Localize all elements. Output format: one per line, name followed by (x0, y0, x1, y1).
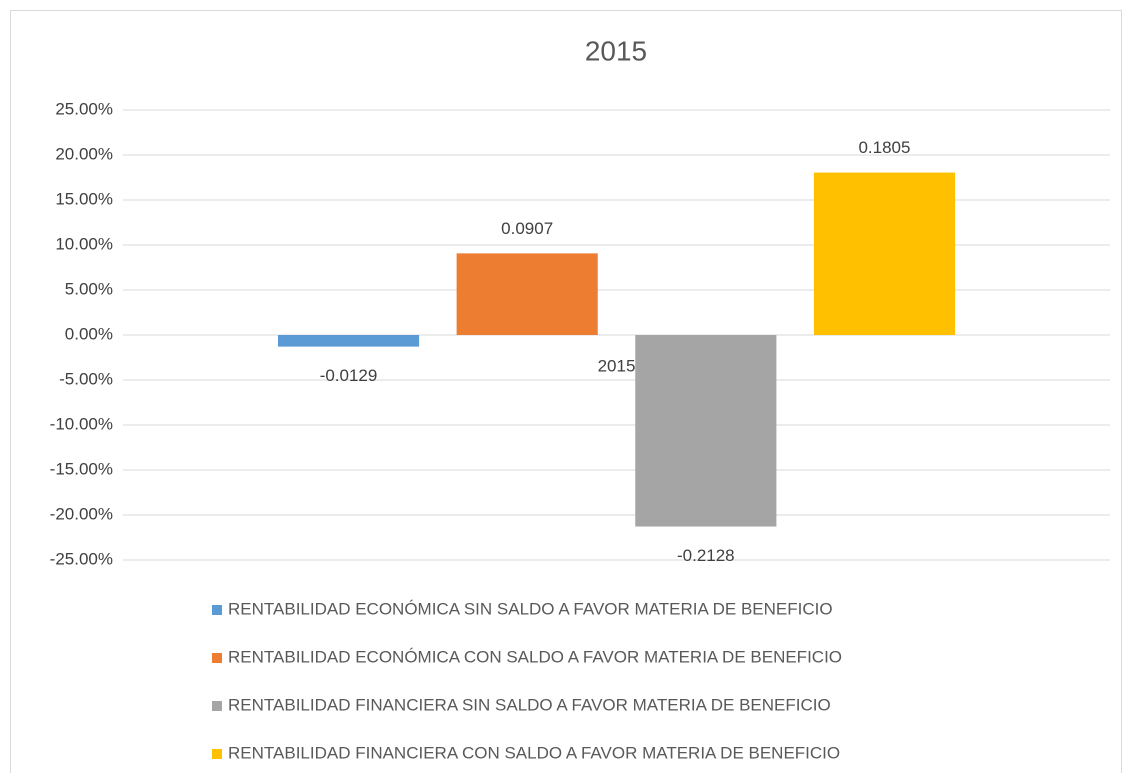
y-tick-label: -15.00% (50, 459, 113, 478)
chart-title: 2015 (585, 35, 647, 66)
legend-swatch (212, 653, 222, 663)
legend-swatch (212, 605, 222, 615)
legend-label: RENTABILIDAD FINANCIERA SIN SALDO A FAVO… (228, 695, 831, 714)
bar (277, 335, 420, 347)
data-label: -0.2128 (677, 546, 735, 565)
bar (635, 335, 777, 527)
legend-label: RENTABILIDAD ECONÓMICA CON SALDO A FAVOR… (228, 647, 842, 666)
bar (456, 253, 598, 335)
legend-label: RENTABILIDAD FINANCIERA CON SALDO A FAVO… (228, 743, 840, 762)
y-tick-label: 25.00% (55, 99, 113, 118)
chart-frame (10, 10, 1122, 773)
y-tick-label: 15.00% (55, 189, 113, 208)
y-tick-label: -20.00% (50, 504, 113, 523)
y-tick-label: 5.00% (65, 279, 113, 298)
data-label: 0.0907 (501, 219, 553, 238)
y-tick-label: -5.00% (59, 369, 113, 388)
x-tick-label: 2015 (598, 356, 636, 375)
y-tick-label: 0.00% (65, 324, 113, 343)
bar (813, 172, 956, 335)
y-tick-label: -25.00% (50, 549, 113, 568)
y-tick-label: 10.00% (55, 234, 113, 253)
data-label: 0.1805 (858, 138, 910, 157)
legend-label: RENTABILIDAD ECONÓMICA SIN SALDO A FAVOR… (228, 599, 833, 618)
data-label: -0.0129 (320, 366, 378, 385)
y-tick-label: 20.00% (55, 144, 113, 163)
legend-swatch (212, 749, 222, 759)
y-tick-label: -10.00% (50, 414, 113, 433)
legend-swatch (212, 701, 222, 711)
